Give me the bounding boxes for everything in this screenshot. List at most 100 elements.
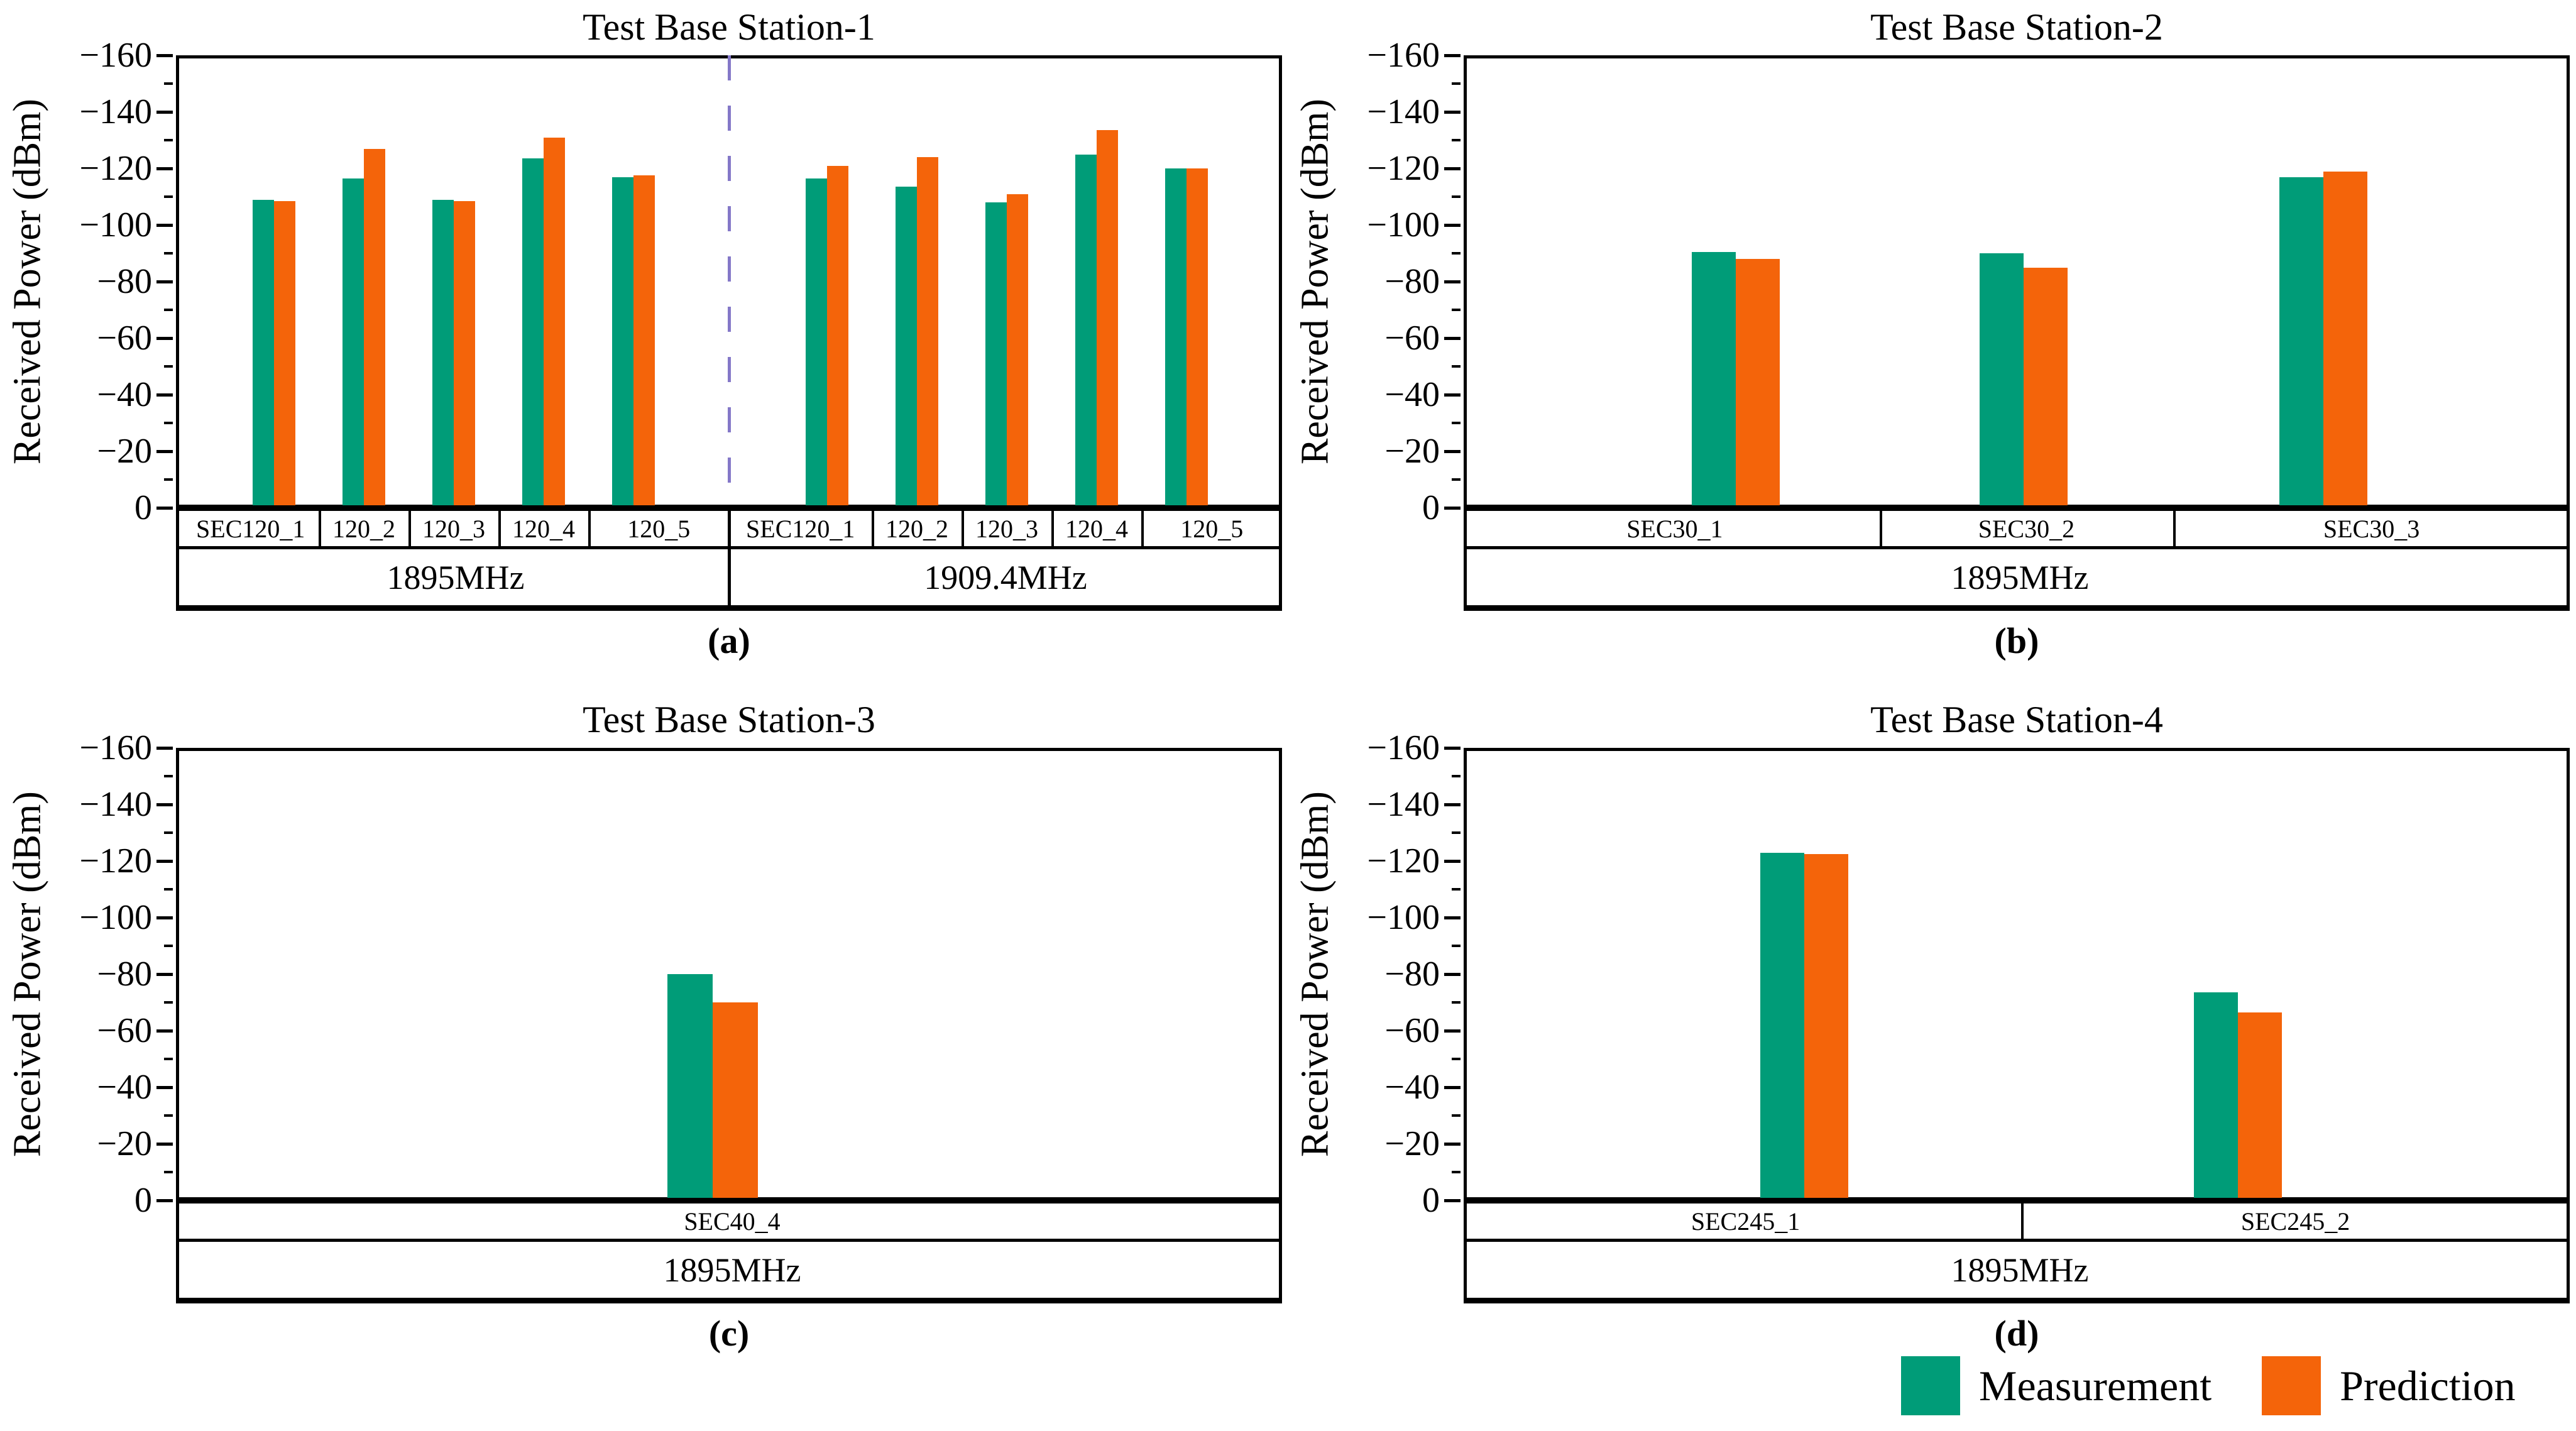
panel-d: Test Base Station-4 Received Power (dBm)… bbox=[1288, 693, 2576, 1384]
y-tick bbox=[1444, 393, 1461, 397]
y-tick-label: −80 bbox=[1384, 955, 1440, 994]
panel-d-bars-layer bbox=[1464, 748, 2570, 1200]
measurement-swatch bbox=[1901, 1356, 1960, 1415]
bar-measurement-120_2 bbox=[896, 187, 918, 508]
y-tick bbox=[1444, 803, 1461, 806]
y-tick bbox=[1444, 336, 1461, 340]
y-tick bbox=[1452, 139, 1461, 141]
y-tick bbox=[156, 746, 173, 750]
y-tick bbox=[164, 775, 173, 777]
panel-b-bars-layer bbox=[1464, 55, 2570, 508]
bar-prediction-120_2 bbox=[364, 148, 386, 508]
sector-cell: SEC30_1 bbox=[1467, 511, 1883, 546]
y-tick bbox=[1444, 972, 1461, 976]
y-tick bbox=[1452, 1058, 1461, 1060]
panel-a-title: Test Base Station-1 bbox=[583, 6, 875, 48]
y-tick bbox=[156, 53, 173, 57]
panel-c-sector-row: SEC40_4 bbox=[176, 1198, 1282, 1242]
sector-cell-border bbox=[319, 511, 322, 546]
y-tick-label: −40 bbox=[1384, 1068, 1440, 1107]
sector-cell: SEC30_2 bbox=[1880, 511, 2173, 546]
bar-prediction-120_4 bbox=[1097, 130, 1119, 508]
y-tick bbox=[164, 1171, 173, 1173]
y-tick-label: −100 bbox=[79, 898, 152, 937]
y-tick bbox=[156, 916, 173, 919]
y-tick bbox=[1444, 1085, 1461, 1089]
y-tick bbox=[164, 1001, 173, 1004]
y-tick bbox=[156, 110, 173, 114]
sector-cell: 120_4 bbox=[1051, 511, 1141, 546]
y-tick bbox=[1452, 775, 1461, 777]
sector-cell-border bbox=[1879, 511, 1882, 546]
panel-b-sector-row: SEC30_1 SEC30_2 SEC30_3 bbox=[1464, 505, 2570, 549]
sector-cell: SEC245_2 bbox=[2021, 1203, 2570, 1239]
frequency-cell: 1895MHz bbox=[1467, 1242, 2573, 1298]
y-tick bbox=[156, 167, 173, 170]
y-tick bbox=[1444, 1198, 1461, 1202]
sector-cell: SEC245_1 bbox=[1467, 1203, 2024, 1239]
sector-label: SEC245_1 bbox=[1691, 1207, 1800, 1236]
prediction-swatch bbox=[2262, 1356, 2321, 1415]
y-tick bbox=[1452, 1114, 1461, 1117]
panel-a: Test Base Station-1 Received Power (dBm)… bbox=[0, 0, 1288, 691]
y-tick bbox=[1444, 1142, 1461, 1146]
y-tick-label: −120 bbox=[79, 149, 152, 188]
y-tick bbox=[1452, 82, 1461, 85]
panel-b-caption: (b) bbox=[1994, 620, 2039, 661]
y-tick bbox=[156, 1142, 173, 1146]
y-tick bbox=[1444, 223, 1461, 227]
y-tick bbox=[156, 393, 173, 397]
y-tick bbox=[1452, 1001, 1461, 1004]
panel-c-bars-layer bbox=[176, 748, 1282, 1200]
legend: Measurement Prediction bbox=[1901, 1356, 2516, 1415]
sector-label: SEC30_1 bbox=[1626, 514, 1723, 543]
panel-b: Test Base Station-2 Received Power (dBm)… bbox=[1288, 0, 2576, 691]
panel-a-caption: (a) bbox=[708, 620, 750, 661]
y-tick bbox=[156, 336, 173, 340]
frequency-label: 1895MHz bbox=[1951, 1251, 2089, 1289]
sector-cell: 120_2 bbox=[319, 511, 408, 546]
y-tick bbox=[164, 1114, 173, 1117]
sector-label: 120_4 bbox=[512, 514, 575, 543]
legend-item-prediction: Prediction bbox=[2262, 1356, 2516, 1415]
panel-d-frequency-row: 1895MHz bbox=[1464, 1242, 2570, 1303]
y-tick bbox=[164, 422, 173, 424]
y-tick-label: −20 bbox=[1384, 1124, 1440, 1163]
y-tick bbox=[164, 365, 173, 368]
y-tick bbox=[156, 280, 173, 283]
y-tick bbox=[156, 1085, 173, 1089]
y-tick bbox=[156, 1029, 173, 1033]
bar-prediction-120_5 bbox=[1186, 168, 1208, 508]
y-tick bbox=[156, 1198, 173, 1202]
sector-label: SEC40_4 bbox=[684, 1207, 781, 1236]
y-tick bbox=[1444, 449, 1461, 453]
sector-cell-border bbox=[2021, 1203, 2024, 1239]
y-tick bbox=[164, 82, 173, 85]
y-tick-label: −140 bbox=[79, 785, 152, 824]
y-tick bbox=[1444, 167, 1461, 170]
measurement-legend-label: Measurement bbox=[1979, 1362, 2212, 1410]
panel-b-title: Test Base Station-2 bbox=[1870, 6, 2163, 48]
sector-cell-border bbox=[1051, 511, 1055, 546]
sector-cell-border bbox=[498, 511, 501, 546]
y-tick bbox=[1452, 422, 1461, 424]
y-tick bbox=[1444, 859, 1461, 863]
sector-label: 120_3 bbox=[975, 514, 1038, 543]
bar-measurement-120_5 bbox=[1165, 168, 1187, 508]
y-tick-label: −160 bbox=[1367, 728, 1440, 767]
y-tick-label: −60 bbox=[97, 1011, 152, 1050]
y-tick-label: 0 bbox=[134, 488, 152, 527]
y-tick-label: −100 bbox=[79, 206, 152, 244]
y-tick bbox=[1444, 1029, 1461, 1033]
y-tick bbox=[1452, 945, 1461, 947]
y-tick-label: −160 bbox=[1367, 36, 1440, 75]
y-tick bbox=[164, 945, 173, 947]
sector-label: SEC30_2 bbox=[1978, 514, 2075, 543]
sector-label: SEC30_3 bbox=[2323, 514, 2420, 543]
y-tick bbox=[156, 449, 173, 453]
y-tick-label: −60 bbox=[97, 319, 152, 358]
sector-cell: SEC30_3 bbox=[2173, 511, 2570, 546]
panel-b-frequency-row: 1895MHz bbox=[1464, 549, 2570, 611]
bar-prediction-SEC245_2 bbox=[2238, 1012, 2282, 1200]
sector-label: 120_2 bbox=[332, 514, 395, 543]
